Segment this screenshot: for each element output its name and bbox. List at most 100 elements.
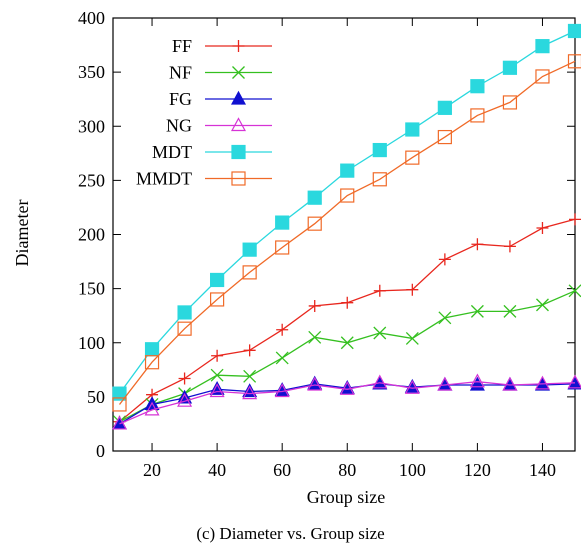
legend-marker-fg (230, 90, 247, 105)
legend-label-nf: NF (169, 63, 192, 83)
data-point-mmdt (144, 355, 160, 370)
data-point-ff (276, 323, 289, 336)
legend-marker-ff (232, 40, 245, 52)
data-point-ng (534, 375, 550, 390)
data-point-ng (274, 383, 290, 398)
data-point-nf (275, 351, 289, 365)
legend: FF NF FG NG MDT MMDT (136, 36, 272, 189)
data-point-ng (209, 383, 225, 398)
y-tick-label: 250 (78, 170, 105, 190)
x-axis-label: Group size (307, 487, 385, 507)
y-tick-label: 300 (78, 116, 105, 136)
legend-label-mdt: MDT (152, 142, 192, 162)
data-point-mmdt (210, 292, 225, 307)
x-tick-label: 100 (399, 460, 426, 480)
y-tick-label: 350 (78, 62, 105, 82)
data-point-ff (308, 299, 321, 312)
data-point-ng (469, 373, 485, 388)
data-point-mmdt (307, 216, 322, 231)
legend-marker-mdt (231, 144, 246, 160)
data-point-nf (536, 298, 549, 312)
data-point-ff (503, 240, 516, 253)
data-point-ng (111, 415, 128, 430)
data-point-mdt (437, 100, 452, 115)
data-point-mmdt (535, 69, 550, 84)
y-tick-label: 0 (96, 441, 105, 461)
data-point-ng (307, 376, 323, 391)
data-point-mdt (112, 386, 127, 401)
data-point-nf (568, 284, 581, 298)
series-mdt (112, 23, 581, 401)
legend-label-ng: NG (166, 116, 192, 136)
data-point-nf (373, 326, 387, 340)
x-tick-label: 60 (273, 460, 291, 480)
legend-label-mmdt: MMDT (136, 169, 192, 189)
data-point-mdt (307, 190, 322, 205)
data-point-nf (503, 304, 517, 318)
data-point-ng (502, 376, 518, 391)
x-axis: 20 40 60 80 100 120 140 (143, 18, 556, 480)
data-point-nf (470, 304, 484, 318)
y-axis: 0 50 100 150 200 250 300 350 400 (78, 8, 575, 461)
data-point-ng (372, 374, 388, 389)
x-tick-label: 40 (208, 460, 226, 480)
data-point-mmdt (112, 397, 127, 412)
data-point-mmdt (242, 265, 257, 280)
data-point-mdt (405, 122, 420, 137)
x-tick-label: 80 (338, 460, 356, 480)
data-point-ff (178, 372, 191, 385)
data-point-ng (242, 385, 258, 400)
data-point-nf (243, 369, 257, 383)
data-point-mmdt (437, 129, 452, 145)
data-point-nf (340, 336, 354, 350)
series-ff (113, 213, 581, 428)
series-line-mdt (118, 30, 576, 394)
data-point-ff (406, 283, 419, 296)
data-point-nf (405, 331, 419, 345)
series-mmdt (112, 54, 581, 412)
data-point-mdt (340, 163, 355, 178)
data-point-mmdt (177, 321, 192, 336)
x-tick-label: 120 (464, 460, 491, 480)
data-point-mdt (242, 242, 257, 257)
y-tick-label: 50 (87, 387, 105, 407)
data-point-mmdt (470, 108, 485, 123)
data-point-mdt (177, 305, 192, 320)
x-tick-label: 20 (143, 460, 161, 480)
data-point-ng (339, 381, 355, 395)
data-point-ng (567, 374, 581, 389)
data-point-ff (536, 222, 549, 235)
legend-marker-nf (232, 66, 245, 79)
data-point-ng (177, 392, 193, 407)
series-line-mmdt (118, 60, 576, 405)
data-point-mmdt (372, 172, 387, 187)
data-point-mmdt (340, 188, 355, 203)
y-axis-label: Diameter (12, 200, 32, 267)
data-point-ff (211, 349, 224, 362)
data-point-ng (144, 401, 160, 416)
data-point-mmdt (502, 95, 518, 110)
data-point-mdt (502, 60, 518, 75)
data-point-nf (438, 311, 452, 325)
data-point-ff (471, 238, 484, 251)
data-point-ff (341, 296, 354, 309)
data-point-mdt (144, 342, 160, 357)
legend-label-fg: FG (169, 89, 192, 109)
data-point-ng (437, 376, 453, 391)
x-tick-label: 140 (529, 460, 556, 480)
figure-caption: (c) Diameter vs. Group size (196, 524, 385, 543)
series-layer (111, 23, 581, 430)
data-point-ff (438, 253, 451, 266)
data-point-mmdt (275, 240, 290, 255)
y-tick-label: 150 (78, 279, 105, 299)
data-point-mdt (470, 79, 485, 94)
y-tick-label: 400 (78, 8, 105, 28)
data-point-mdt (210, 272, 225, 288)
data-point-ng (404, 379, 420, 394)
data-point-mdt (372, 142, 387, 158)
data-point-mmdt (567, 54, 581, 69)
data-point-mmdt (405, 150, 420, 165)
series-line-ng (119, 381, 576, 425)
legend-marker-mmdt (231, 171, 246, 186)
legend-label-ff: FF (172, 36, 192, 56)
